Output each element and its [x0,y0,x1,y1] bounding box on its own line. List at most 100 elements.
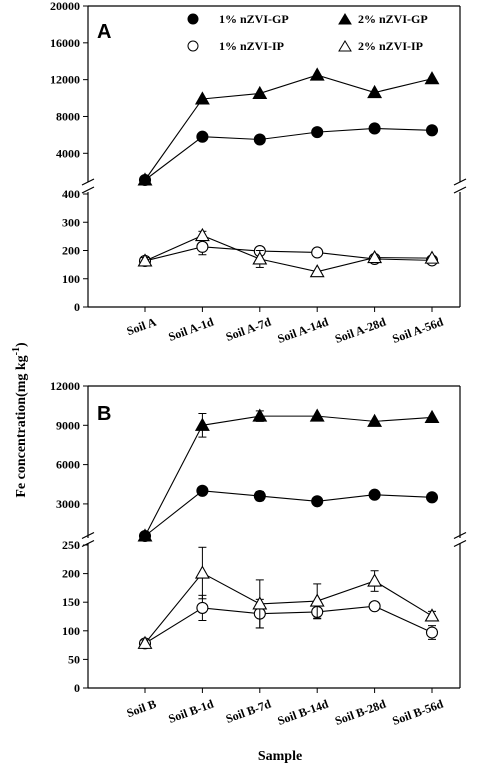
data-point [367,413,383,427]
legend-marker-1pct-ip [187,40,199,52]
y-tick-label-lower: 0 [74,300,80,314]
x-tick-label: Soil A-14d [276,315,331,346]
series-2-nzvi-ip [137,546,440,649]
series-2-nzvi-gp [137,408,440,542]
y-tick-label-lower: 100 [62,624,80,638]
axis-break-mark [453,178,467,186]
legend-label-1pct-gp: 1% nZVI-GP [219,12,289,26]
y-tick-label-upper: 12000 [50,379,80,393]
series-1-nzvi-gp [138,484,439,543]
series-2-nzvi-gp [137,67,440,186]
data-point [194,417,210,431]
series-line [144,246,433,262]
x-tick-label: Soil B-14d [276,697,331,728]
data-point [196,484,209,497]
series-line [144,490,433,537]
data-point [137,172,153,186]
x-tick-label: Soil A-56d [390,315,445,346]
data-point [425,124,439,137]
panel-label-a: A [97,21,111,43]
panel-b: 3000 6000 9000 12000 0 50 100 150 200 250 Soil B So… [50,379,467,728]
x-axis-title: Sample [258,749,302,764]
data-point [368,488,381,501]
data-point [367,249,383,264]
data-point [137,635,153,649]
x-tick-label: Soil B-1d [166,697,215,726]
legend-marker-1pct-gp [187,13,199,25]
x-tick-label: Soil A-28d [333,315,388,346]
y-axis-title: Fe concentration(mg kg-1) [11,342,29,498]
series-line [144,415,433,537]
data-point [253,133,266,146]
legend-label-1pct-ip: 1% nZVI-IP [219,39,284,53]
x-tick-label: Soil B [125,697,158,721]
y-tick-label-lower: 150 [62,595,80,609]
data-point [368,600,381,613]
data-point [367,573,383,587]
panel-label-b: B [97,403,111,425]
data-point [196,130,209,143]
data-point [194,565,210,579]
data-point [194,227,210,242]
axis-break-mark [81,178,95,186]
data-point [252,85,268,100]
axis-break-mark [453,531,467,540]
data-point [194,91,210,105]
data-point [309,408,325,422]
x-tick-label: Soil A-7d [224,315,273,344]
y-tick-label-upper: 4000 [56,146,80,160]
y-tick-label-upper: 20000 [50,0,80,13]
axis-break-mark [81,186,95,194]
axis-break-mark [81,531,95,540]
series-2-nzvi-ip [137,227,440,278]
data-point [252,596,268,610]
y-tick-label-lower: 0 [74,681,80,695]
y-tick-label-lower: 100 [62,272,80,286]
data-point [425,491,439,504]
series-line [144,74,433,181]
y-tick-label-lower: 300 [62,215,80,229]
legend-label-2pct-ip: 2% nZVI-IP [358,39,423,53]
data-point [309,67,325,81]
data-point [309,264,325,278]
y-tick-label-upper: 12000 [50,73,80,87]
data-point [425,626,439,639]
data-point [137,253,153,267]
series-1-nzvi-ip [138,594,439,650]
x-tick-label: Soil B-7d [224,697,273,726]
y-tick-label-lower: 50 [68,652,80,666]
data-point [252,408,268,422]
legend-label-2pct-gp: 2% nZVI-GP [358,12,428,26]
data-point [137,528,153,542]
axis-break-mark [453,539,467,548]
x-tick-label: Soil B-56d [390,697,445,728]
data-point [309,593,325,607]
data-point [252,251,268,265]
y-tick-label-upper: 8000 [56,109,80,123]
series-line [144,234,433,273]
data-point [367,84,383,99]
y-tick-label-upper: 9000 [56,418,80,432]
series-1-nzvi-gp [138,122,439,187]
legend-marker-2pct-gp [338,13,352,25]
data-point [196,601,209,614]
x-tick-label: Soil B-28d [333,697,388,728]
series-line [144,572,433,644]
x-tick-label: Soil A [125,315,159,339]
y-tick-label-upper: 3000 [56,497,80,511]
series-line [144,605,433,644]
data-point [311,495,324,508]
x-tick-label: Soil A-1d [166,315,215,344]
y-tick-label-lower: 400 [62,187,80,201]
data-point [196,240,209,253]
y-tick-label-upper: 16000 [50,36,80,50]
series-line [144,127,433,181]
plot-layer: 4000 8000 12000 16000 20000 0 100 200 300 400 Soil… [50,0,467,728]
y-tick-label-lower: 200 [62,244,80,258]
data-point [311,126,324,139]
y-tick-label-upper: 6000 [56,458,80,472]
data-point [424,71,440,85]
data-point [424,409,440,423]
axis-break-mark [453,186,467,194]
